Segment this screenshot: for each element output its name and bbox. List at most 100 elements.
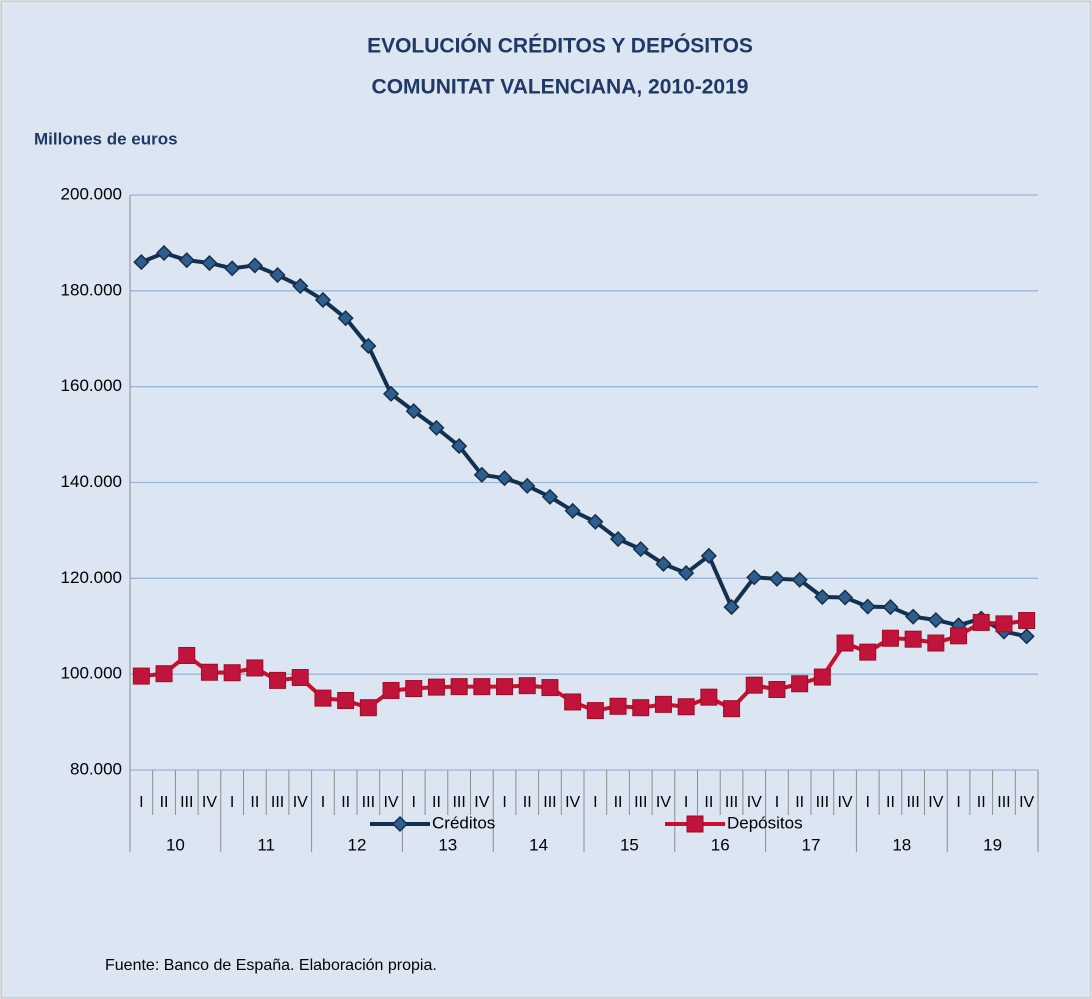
point-marker — [473, 678, 491, 696]
x-tick-label: IV — [383, 794, 398, 811]
point-marker — [200, 663, 218, 681]
x-tick-label: I — [412, 794, 416, 811]
point-marker — [269, 266, 286, 284]
source-note: Fuente: Banco de España. Elaboración pro… — [105, 957, 437, 974]
point-marker — [677, 698, 695, 716]
x-tick-label: IV — [1019, 794, 1034, 811]
y-axis-label: Millones de euros — [34, 129, 178, 148]
point-marker — [881, 629, 899, 647]
x-tick-label: II — [795, 794, 804, 811]
x-tick-label: II — [341, 794, 350, 811]
point-marker — [678, 565, 695, 582]
point-marker — [314, 689, 332, 707]
x-tick-label: II — [614, 794, 623, 811]
x-tick-label: I — [502, 794, 506, 811]
point-marker — [428, 419, 445, 436]
x-tick-label: III — [816, 794, 829, 811]
point-marker — [859, 598, 876, 615]
y-tick-label: 120.000 — [61, 568, 122, 587]
point-marker — [246, 257, 263, 274]
point-marker — [133, 254, 150, 271]
point-marker — [995, 615, 1013, 633]
point-marker — [1018, 628, 1035, 645]
point-marker — [359, 699, 377, 717]
point-marker — [337, 310, 354, 327]
chart-subtitle: COMUNITAT VALENCIANA, 2010-2019 — [372, 76, 749, 99]
series-line — [141, 618, 1027, 713]
y-tick-label: 160.000 — [61, 376, 122, 395]
point-marker — [950, 627, 968, 645]
x-tick-label: I — [321, 794, 325, 811]
point-marker — [791, 675, 809, 693]
point-marker — [382, 681, 400, 699]
x-tick-label: IV — [747, 794, 762, 811]
point-marker — [382, 385, 400, 402]
point-marker — [519, 477, 536, 494]
point-marker — [541, 679, 559, 697]
point-marker — [859, 643, 877, 661]
point-marker — [836, 634, 854, 652]
point-marker — [905, 608, 922, 625]
y-tick-label: 80.000 — [70, 759, 122, 778]
point-marker — [473, 466, 490, 483]
point-marker — [314, 291, 332, 308]
x-tick-label: IV — [928, 794, 943, 811]
x-tick-label: II — [523, 794, 532, 811]
x-group-label: 19 — [983, 835, 1002, 854]
x-tick-label: II — [160, 794, 169, 811]
point-marker — [496, 678, 514, 696]
x-group-label: 12 — [348, 835, 367, 854]
point-marker — [224, 260, 241, 277]
x-tick-label: I — [775, 794, 779, 811]
x-tick-label: IV — [565, 794, 580, 811]
point-marker — [496, 470, 513, 487]
x-tick-label: IV — [474, 794, 489, 811]
x-group-label: 11 — [257, 835, 275, 854]
x-tick-label: I — [866, 794, 870, 811]
point-marker — [655, 555, 672, 573]
chart-title: EVOLUCIÓN CRÉDITOS Y DEPÓSITOS — [367, 34, 753, 58]
x-group-label: 15 — [620, 835, 639, 854]
point-marker — [746, 569, 763, 586]
point-marker — [291, 669, 309, 687]
point-marker — [427, 678, 445, 696]
x-tick-label: III — [271, 794, 284, 811]
x-tick-label: II — [886, 794, 895, 811]
x-tick-label: II — [250, 794, 259, 811]
point-marker — [882, 599, 899, 616]
x-group-label: 16 — [711, 835, 730, 854]
point-marker — [700, 688, 718, 706]
x-group-label: 10 — [166, 835, 185, 854]
point-marker — [451, 438, 468, 455]
point-marker — [836, 589, 854, 606]
y-tick-label: 180.000 — [61, 280, 122, 299]
y-tick-label: 200.000 — [61, 184, 122, 203]
series-line — [140, 250, 1028, 639]
x-group-label: 13 — [438, 835, 457, 854]
x-tick-label: IV — [202, 794, 217, 811]
point-marker — [223, 664, 241, 682]
point-marker — [723, 599, 740, 616]
legend-label: Depósitos — [727, 813, 803, 832]
point-marker — [768, 681, 786, 698]
x-tick-label: I — [230, 794, 234, 811]
x-tick-label: II — [432, 794, 441, 811]
x-tick-label: III — [362, 794, 375, 811]
x-tick-label: II — [704, 794, 713, 811]
x-tick-label: IV — [837, 794, 852, 811]
point-marker — [178, 646, 196, 664]
point-marker — [360, 337, 377, 354]
point-marker — [269, 671, 287, 689]
x-tick-label: III — [543, 794, 556, 811]
point-marker — [632, 699, 650, 717]
point-marker — [132, 667, 150, 685]
point-marker — [654, 695, 672, 713]
legend-marker — [391, 815, 409, 833]
point-marker — [178, 252, 195, 269]
point-marker — [564, 502, 581, 519]
point-marker — [564, 693, 582, 711]
x-group-label: 18 — [892, 835, 911, 854]
point-marker — [541, 488, 559, 505]
